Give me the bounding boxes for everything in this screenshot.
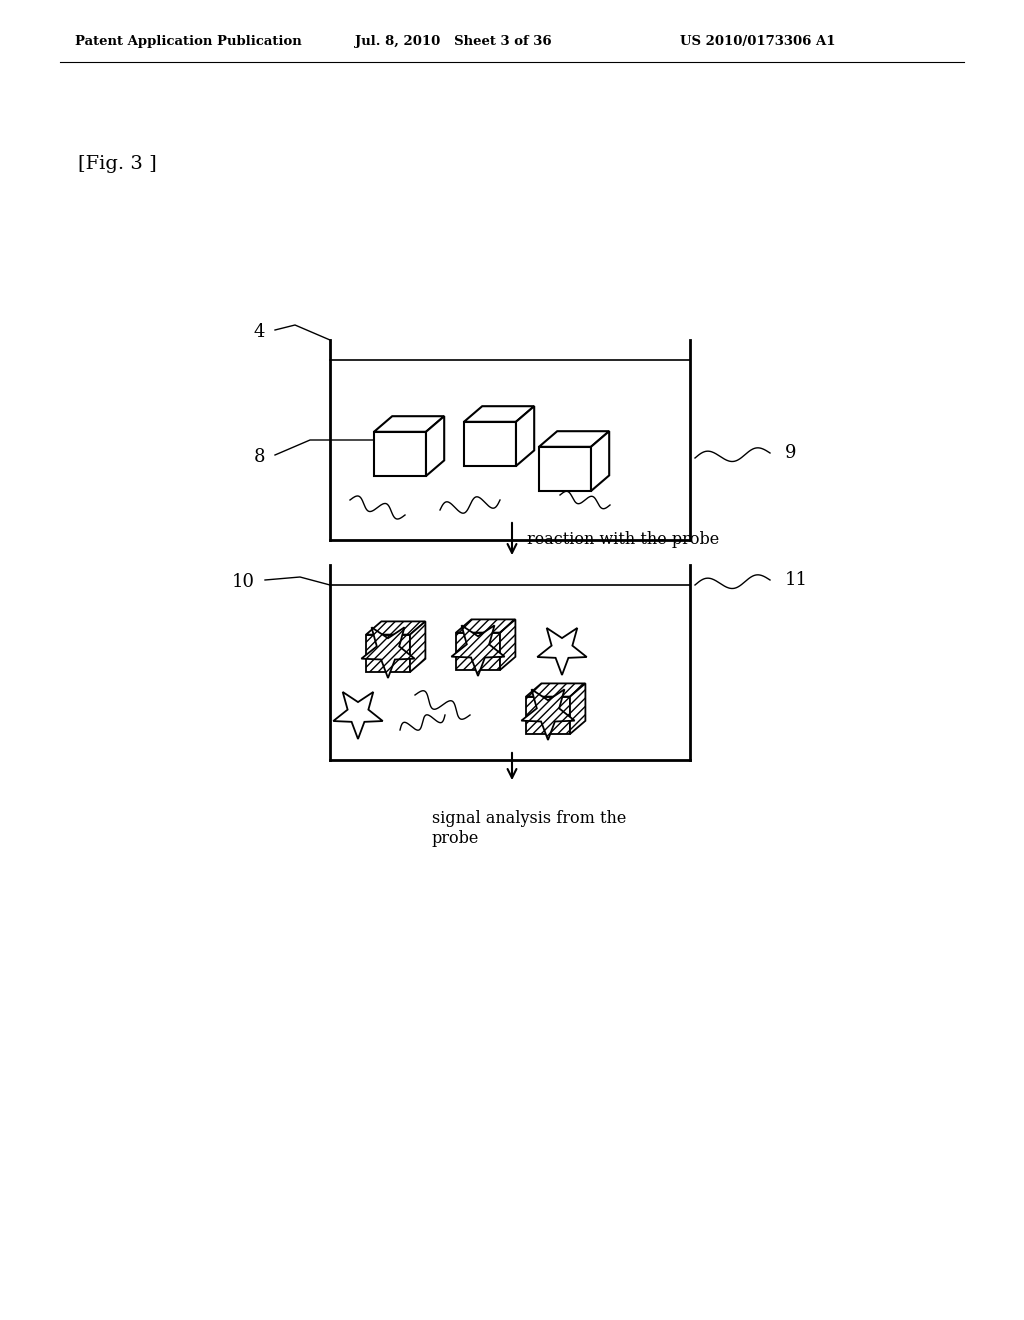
Text: signal analysis from the
probe: signal analysis from the probe [432, 810, 627, 846]
Polygon shape [361, 627, 415, 678]
Polygon shape [500, 619, 515, 671]
Polygon shape [538, 628, 587, 675]
Text: Patent Application Publication: Patent Application Publication [75, 36, 302, 48]
Polygon shape [464, 407, 535, 422]
Text: 8: 8 [254, 447, 265, 466]
Polygon shape [539, 446, 591, 491]
Text: Jul. 8, 2010   Sheet 3 of 36: Jul. 8, 2010 Sheet 3 of 36 [355, 36, 552, 48]
Polygon shape [464, 422, 516, 466]
Polygon shape [526, 697, 570, 734]
Polygon shape [366, 622, 425, 635]
Text: 4: 4 [254, 323, 265, 341]
Text: reaction with the probe: reaction with the probe [527, 531, 719, 548]
Text: [Fig. 3 ]: [Fig. 3 ] [78, 154, 157, 173]
Polygon shape [570, 684, 586, 734]
Polygon shape [333, 692, 383, 739]
Polygon shape [456, 619, 515, 632]
Text: 9: 9 [785, 444, 797, 462]
Text: 10: 10 [232, 573, 255, 591]
Polygon shape [374, 432, 426, 477]
Polygon shape [516, 407, 535, 466]
Polygon shape [366, 635, 410, 672]
Text: 11: 11 [785, 572, 808, 589]
Polygon shape [591, 432, 609, 491]
Polygon shape [526, 684, 586, 697]
Polygon shape [426, 416, 444, 477]
Polygon shape [452, 626, 505, 676]
Polygon shape [456, 632, 500, 671]
Polygon shape [539, 432, 609, 446]
Polygon shape [521, 689, 574, 741]
Polygon shape [374, 416, 444, 432]
Polygon shape [410, 622, 425, 672]
Text: US 2010/0173306 A1: US 2010/0173306 A1 [680, 36, 836, 48]
